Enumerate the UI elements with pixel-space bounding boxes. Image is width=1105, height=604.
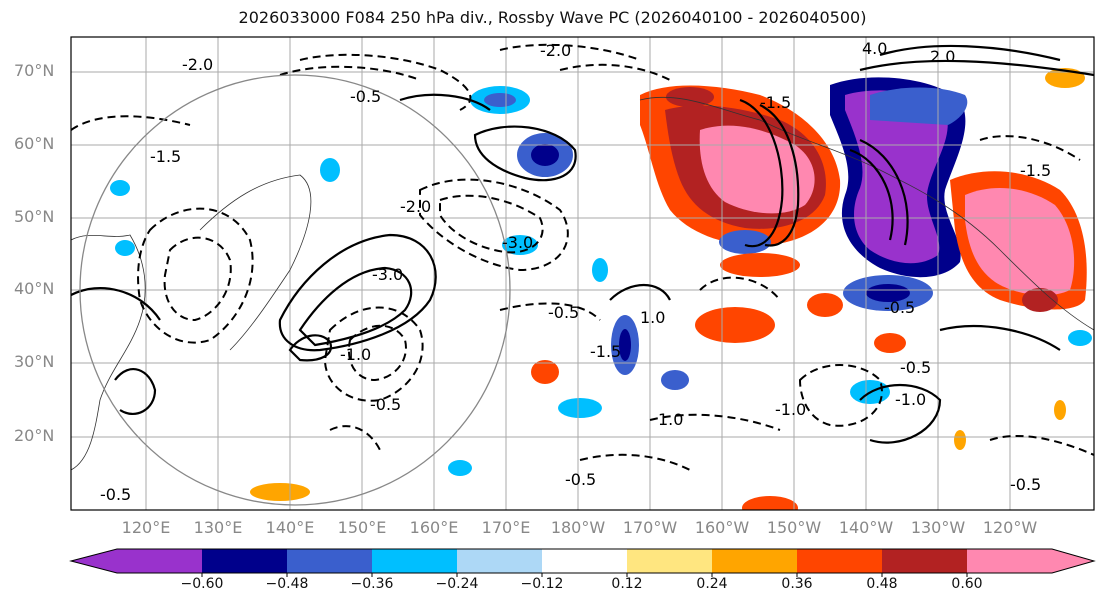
colorbar-swatch: [287, 549, 372, 573]
contour-label: -1.5: [760, 93, 791, 112]
colorbar-outline: [69, 548, 1096, 574]
contour-label: -0.5: [100, 485, 131, 504]
lon-label: 150°W: [766, 518, 822, 537]
colorbar-ticks: [201, 573, 968, 577]
colorbar-swatch: [797, 549, 882, 573]
contour-label: -3.0: [502, 233, 533, 252]
dashed-contours: [71, 43, 1094, 471]
colorbar-swatch: [457, 549, 542, 573]
contour-label: -1.5: [590, 342, 621, 361]
contour-label: 1.0: [640, 308, 665, 327]
lon-label: 130°W: [910, 518, 966, 537]
contour-label: -2.0: [540, 41, 571, 60]
contour-label: -1.0: [340, 345, 371, 364]
lat-label: 20°N: [14, 426, 55, 445]
colorbar-swatch: [712, 549, 797, 573]
lon-label: 120°E: [121, 518, 171, 537]
contour-label: -1.5: [150, 147, 181, 166]
colorbar-tick-label: −0.36: [350, 576, 394, 592]
lat-label: 30°N: [14, 352, 55, 371]
lon-label: 160°E: [409, 518, 459, 537]
map-plot-area: [71, 37, 1094, 510]
colorbar-extend-high: [1052, 549, 1094, 573]
coastlines: [71, 96, 1094, 471]
map-title: 2026033000 F084 250 hPa div., Rossby Wav…: [238, 8, 867, 27]
lon-label: 170°E: [481, 518, 531, 537]
contour-label: -0.5: [900, 358, 931, 377]
contour-label: -1.5: [1020, 161, 1051, 180]
lon-label: 140°E: [265, 518, 315, 537]
lat-label: 60°N: [14, 134, 55, 153]
contour-label: -3.0: [372, 265, 403, 284]
colorbar-tick-label: −0.12: [520, 576, 564, 592]
colorbar-swatch: [967, 549, 1052, 573]
colorbar-swatch: [542, 549, 627, 573]
colorbar-tick-label: −0.24: [435, 576, 479, 592]
colorbar-swatch: [117, 549, 202, 573]
contour-label: 2.0: [930, 47, 955, 66]
contour-label: -0.5: [350, 87, 381, 106]
lon-label: 180°W: [550, 518, 606, 537]
colorbar-tick-label: 0.36: [781, 576, 813, 592]
colorbar-swatch: [202, 549, 287, 573]
colorbar-swatch: [372, 549, 457, 573]
colorbar-extend-low: [71, 549, 117, 573]
colorbar-tick-label: 0.48: [866, 576, 898, 592]
contour-label: 4.0: [862, 39, 887, 58]
reference-circle: [79, 74, 511, 506]
contour-label: -0.5: [884, 298, 915, 317]
map-frame: [70, 36, 1095, 511]
colorbar-tick-label: 0.24: [696, 576, 728, 592]
lat-label: 70°N: [14, 61, 55, 80]
contour-label: -2.0: [182, 55, 213, 74]
divergence-shading: [110, 68, 1092, 510]
lat-label: 50°N: [14, 207, 55, 226]
contour-label: -0.5: [548, 303, 579, 322]
contour-label: -0.5: [370, 395, 401, 414]
colorbar-swatch: [627, 549, 712, 573]
contour-label-group: -2.0 -2.0 -0.5 -2.0 -1.5 -3.0 -3.0 -0.5 …: [100, 39, 1051, 504]
colorbar-tick-label: 0.12: [611, 576, 643, 592]
contour-label: -1.0: [895, 390, 926, 409]
colorbar-tick-label: 0.60: [951, 576, 983, 592]
map-gridlines: [71, 37, 1094, 510]
lon-label: 170°W: [622, 518, 678, 537]
contour-label: -2.0: [400, 197, 431, 216]
colorbar: [69, 548, 1096, 577]
colorbar-swatch: [882, 549, 967, 573]
lat-label: 40°N: [14, 279, 55, 298]
contour-label: -0.5: [565, 470, 596, 489]
lon-label: 120°W: [982, 518, 1038, 537]
colorbar-tick-label: −0.48: [265, 576, 309, 592]
colorbar-tick-label: −0.60: [180, 576, 224, 592]
lon-label: 140°W: [838, 518, 894, 537]
contour-label: -1.0: [775, 400, 806, 419]
lon-label: 160°W: [694, 518, 750, 537]
lon-label: 130°E: [193, 518, 243, 537]
contour-label: -0.5: [1010, 475, 1041, 494]
lon-label: 150°E: [337, 518, 387, 537]
contour-label: 1.0: [658, 410, 683, 429]
